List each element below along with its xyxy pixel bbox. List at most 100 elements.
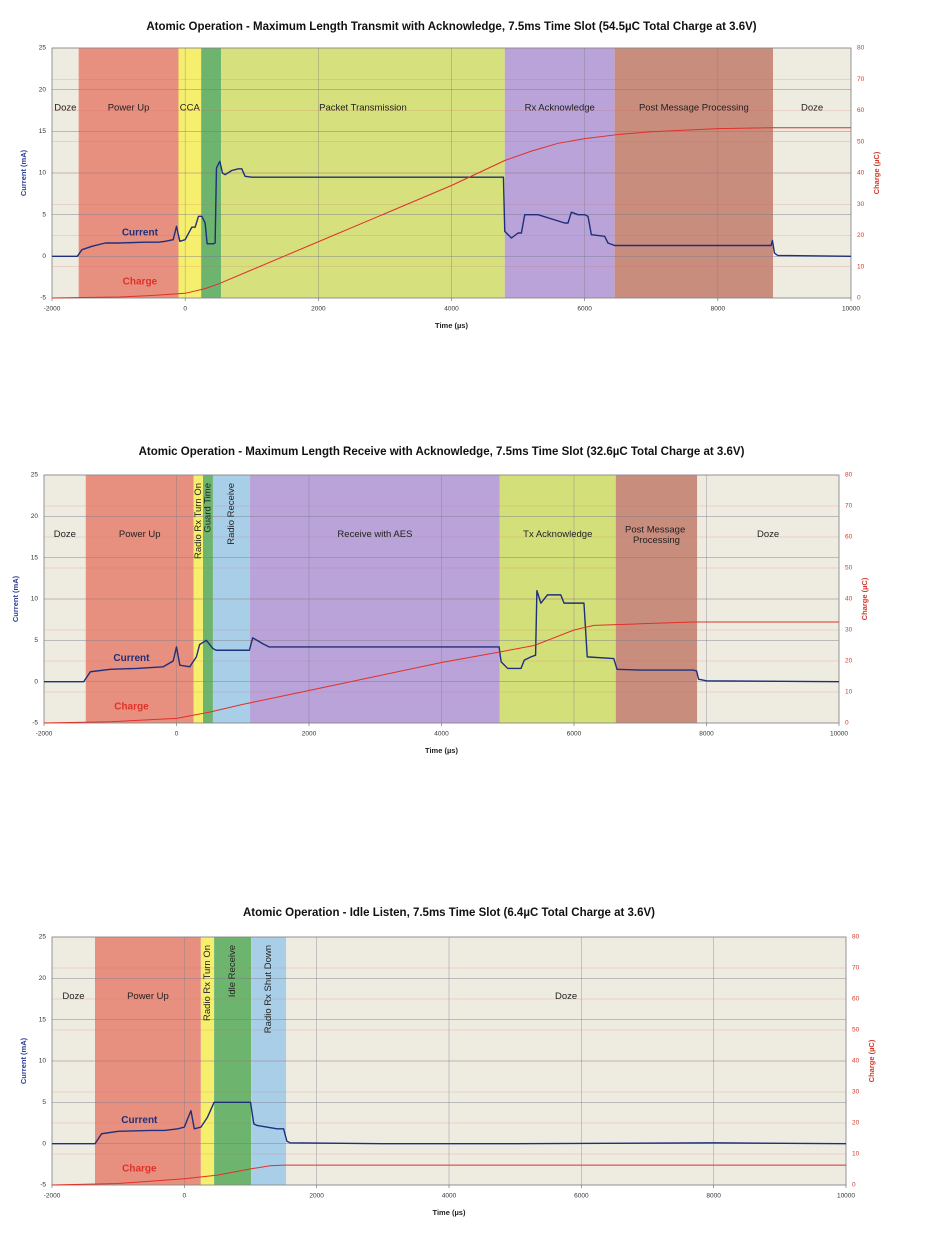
y2-tick-label: 70: [852, 965, 860, 972]
phase-label: Radio Rx Turn On: [202, 945, 213, 1021]
y2-tick-label: 20: [845, 658, 853, 665]
phase-label: Post Message Processing: [639, 103, 749, 114]
y-tick-label: -5: [32, 720, 38, 727]
y-tick-label: 25: [39, 934, 47, 941]
y2-axis-label: Charge (µC): [860, 577, 869, 620]
x-tick-label: -2000: [44, 1193, 61, 1200]
y2-tick-label: 50: [857, 138, 865, 145]
x-tick-label: 4000: [444, 306, 459, 313]
series-line: [52, 160, 852, 258]
chart-title: Atomic Operation - Maximum Length Transm…: [146, 21, 756, 33]
x-tick-label: 10000: [830, 731, 848, 738]
y-tick-label: -5: [40, 1182, 46, 1189]
x-tick-label: 4000: [442, 1193, 457, 1200]
chart-title: Atomic Operation - Maximum Length Receiv…: [139, 446, 745, 458]
y-tick-label: 15: [31, 554, 39, 561]
y-tick-label: 10: [39, 1058, 47, 1065]
x-tick-label: 10000: [837, 1193, 855, 1200]
phase-label: Packet Transmission: [319, 103, 407, 114]
x-tick-label: 0: [183, 1193, 187, 1200]
y-tick-label: 20: [39, 975, 47, 982]
phase-label: Doze: [757, 529, 779, 540]
y2-tick-label: 0: [845, 720, 849, 727]
y-axis-label: Current (mA): [19, 1037, 28, 1084]
y2-tick-label: 30: [857, 201, 865, 208]
x-tick-label: 2000: [302, 731, 317, 738]
phase-label: Power Up: [119, 529, 161, 540]
phase-label: Post Message Processing: [625, 524, 688, 546]
y2-tick-label: 30: [852, 1089, 860, 1096]
y2-tick-label: 20: [857, 232, 865, 239]
x-tick-label: -2000: [36, 731, 53, 738]
x-tick-label: 6000: [577, 306, 592, 313]
y-tick-label: 25: [39, 45, 47, 52]
y2-tick-label: 50: [852, 1027, 860, 1034]
phase-label: Doze: [62, 991, 84, 1002]
y-tick-label: 20: [39, 86, 47, 93]
y-tick-label: 10: [39, 170, 47, 177]
y-axis-label: Current (mA): [11, 575, 20, 622]
phase-label: Doze: [54, 529, 76, 540]
x-tick-label: 8000: [699, 731, 714, 738]
y-tick-label: 15: [39, 128, 47, 135]
series-line: [44, 590, 840, 683]
y-tick-label: -5: [40, 295, 46, 302]
y-tick-label: 0: [42, 253, 46, 260]
y-tick-label: 5: [42, 211, 46, 218]
y-tick-label: 10: [31, 596, 39, 603]
phase-label: Receive with AES: [337, 529, 412, 540]
phase-label: Doze: [801, 103, 823, 114]
phase-label: Radio Rx Shut Down: [263, 945, 274, 1033]
x-axis-label: Time (µs): [425, 746, 458, 755]
y-tick-label: 25: [31, 472, 39, 479]
y2-tick-label: 80: [857, 45, 865, 52]
phase-label: Power Up: [127, 991, 169, 1002]
x-tick-label: 0: [175, 731, 179, 738]
y2-tick-label: 10: [845, 689, 853, 696]
y2-axis-label: Charge (µC): [872, 151, 881, 194]
y-tick-label: 0: [34, 678, 38, 685]
y2-tick-label: 30: [845, 627, 853, 634]
series-label: Charge: [122, 1164, 157, 1175]
y2-tick-label: 60: [857, 107, 865, 114]
series-line: [51, 127, 851, 299]
y2-tick-label: 60: [845, 534, 853, 541]
x-tick-label: 0: [183, 306, 187, 313]
y2-tick-label: 50: [845, 565, 853, 572]
phase-label: Guard Time: [202, 483, 213, 533]
x-tick-label: 6000: [567, 731, 582, 738]
x-tick-label: 6000: [574, 1193, 589, 1200]
series-line: [52, 1101, 847, 1145]
phase-label: Doze: [54, 103, 76, 114]
x-tick-label: 4000: [434, 731, 449, 738]
phase-label: Idle Receive: [227, 945, 238, 997]
x-tick-label: 8000: [706, 1193, 721, 1200]
y2-tick-label: 0: [857, 295, 861, 302]
y2-tick-label: 10: [852, 1151, 860, 1158]
y2-tick-label: 60: [852, 996, 860, 1003]
y-tick-label: 0: [42, 1140, 46, 1147]
series-label: Charge: [123, 276, 158, 287]
x-axis-label: Time (µs): [433, 1208, 466, 1217]
phase-label: Radio Rx Turn On: [193, 483, 204, 559]
y-tick-label: 20: [31, 513, 39, 520]
x-tick-label: 2000: [311, 306, 326, 313]
x-axis-label: Time (µs): [435, 321, 468, 330]
y-tick-label: 5: [42, 1099, 46, 1106]
y2-tick-label: 40: [857, 170, 865, 177]
phase-label: Power Up: [108, 103, 150, 114]
series-line: [43, 621, 839, 724]
x-tick-label: 8000: [711, 306, 726, 313]
phase-label: Radio Receive: [226, 483, 237, 545]
y2-tick-label: 40: [845, 596, 853, 603]
chart-title: Atomic Operation - Idle Listen, 7.5ms Ti…: [243, 907, 655, 919]
y2-tick-label: 80: [845, 472, 853, 479]
y2-tick-label: 70: [845, 503, 853, 510]
x-tick-label: -2000: [44, 306, 61, 313]
y2-tick-label: 80: [852, 934, 860, 941]
series-label: Current: [113, 653, 150, 664]
y2-tick-label: 70: [857, 76, 865, 83]
series-label: Current: [121, 1115, 158, 1126]
